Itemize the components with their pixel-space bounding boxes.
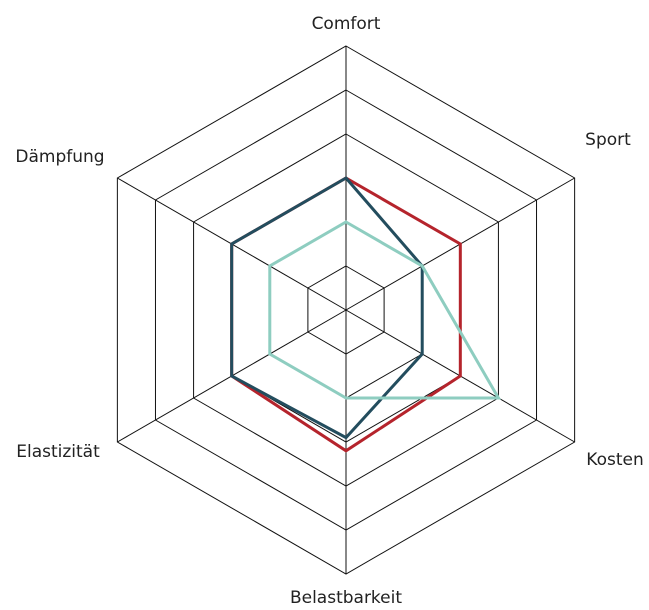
axis-label: Kosten xyxy=(586,450,643,470)
axis-label: Sport xyxy=(585,130,631,150)
axis-label: Dämpfung xyxy=(15,147,104,167)
axis-label: Belastbarkeit xyxy=(290,588,402,608)
series-line xyxy=(268,220,502,400)
axis-label: Elastizität xyxy=(16,442,100,462)
axis-label: Comfort xyxy=(312,14,381,34)
